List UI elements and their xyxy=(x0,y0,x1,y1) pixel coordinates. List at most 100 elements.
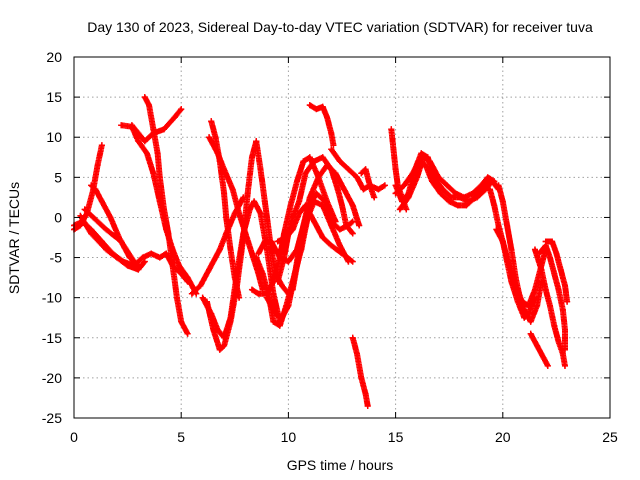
data-point xyxy=(274,238,281,245)
data-point xyxy=(176,262,183,269)
data-point xyxy=(538,266,545,273)
data-point xyxy=(561,346,568,353)
data-point xyxy=(426,158,433,165)
data-point xyxy=(414,174,421,181)
data-point xyxy=(557,266,564,273)
data-point xyxy=(197,282,204,289)
data-point xyxy=(240,194,247,201)
data-point xyxy=(173,294,180,301)
data-point xyxy=(358,374,365,381)
series-trace-10 xyxy=(188,194,247,297)
data-point xyxy=(206,134,213,141)
data-point xyxy=(405,194,412,201)
data-point xyxy=(302,202,309,209)
series-trace-8 xyxy=(128,106,185,145)
grid-layer xyxy=(74,57,610,418)
series-trace-29 xyxy=(396,154,498,213)
axis-ticks: 0 5 10 15 20 25 -25 -20 -15 -10 -5 0 5 10 15 20 xyxy=(42,49,618,445)
data-point xyxy=(336,242,343,249)
data-point xyxy=(296,198,303,205)
data-point xyxy=(323,114,330,121)
data-point xyxy=(276,322,283,329)
data-point xyxy=(261,198,268,205)
data-point xyxy=(169,262,176,269)
x-tick-label: 20 xyxy=(495,429,511,445)
data-point xyxy=(452,190,459,197)
data-point xyxy=(227,246,234,253)
plot-frame xyxy=(73,56,611,419)
data-point xyxy=(178,106,185,113)
data-point xyxy=(90,214,97,221)
data-point xyxy=(392,182,399,189)
data-point xyxy=(113,254,120,261)
series-trace-35 xyxy=(542,238,571,305)
series-markers xyxy=(141,94,191,337)
x-axis-label: GPS time / hours xyxy=(287,457,394,473)
data-point xyxy=(188,290,195,297)
x-tick-label: 0 xyxy=(70,429,78,445)
data-point xyxy=(278,282,285,289)
data-point xyxy=(371,194,378,201)
data-point xyxy=(321,198,328,205)
data-point xyxy=(546,254,553,261)
data-point xyxy=(534,302,541,309)
data-point xyxy=(143,150,150,157)
data-point xyxy=(396,206,403,213)
data-point xyxy=(519,298,526,305)
data-point xyxy=(553,250,560,257)
data-point xyxy=(139,254,146,261)
y-tick-label: 5 xyxy=(54,169,62,185)
data-point xyxy=(495,182,502,189)
data-point xyxy=(259,270,266,277)
data-point xyxy=(255,250,262,257)
data-point xyxy=(281,254,288,261)
y-tick-label: -5 xyxy=(50,250,63,266)
data-point xyxy=(388,126,395,133)
data-point xyxy=(336,158,343,165)
y-tick-label: -25 xyxy=(42,410,62,426)
data-point xyxy=(360,186,367,193)
data-point xyxy=(306,154,313,161)
data-point xyxy=(328,166,335,173)
data-point xyxy=(343,222,350,229)
data-point xyxy=(278,314,285,321)
data-marks xyxy=(71,94,571,409)
data-point xyxy=(223,214,230,221)
series-markers xyxy=(306,102,337,149)
data-point xyxy=(135,262,142,269)
data-point xyxy=(248,154,255,161)
data-point xyxy=(216,246,223,253)
series-trace-34 xyxy=(536,242,568,353)
data-point xyxy=(161,206,168,213)
data-point xyxy=(484,174,491,181)
data-point xyxy=(527,330,534,337)
series-trace-24 xyxy=(349,334,371,409)
data-point xyxy=(341,186,348,193)
data-point xyxy=(319,234,326,241)
data-point xyxy=(559,306,566,313)
data-point xyxy=(154,150,161,157)
data-point xyxy=(437,190,444,197)
data-point xyxy=(328,218,335,225)
data-point xyxy=(504,222,511,229)
data-point xyxy=(429,178,436,185)
data-point xyxy=(287,202,294,209)
data-point xyxy=(354,350,361,357)
data-point xyxy=(328,146,335,153)
y-tick-label: -20 xyxy=(42,370,62,386)
series-trace-7 xyxy=(141,94,191,337)
data-point xyxy=(255,290,262,297)
data-point xyxy=(221,166,228,173)
series-markers xyxy=(71,142,105,233)
data-point xyxy=(135,138,142,145)
data-point xyxy=(349,202,356,209)
data-point xyxy=(366,182,373,189)
data-point xyxy=(358,170,365,177)
data-point xyxy=(409,170,416,177)
data-point xyxy=(362,166,369,173)
data-point xyxy=(302,170,309,177)
data-point xyxy=(116,234,123,241)
data-point xyxy=(319,103,326,110)
data-point xyxy=(334,186,341,193)
series-trace-5 xyxy=(88,182,142,269)
